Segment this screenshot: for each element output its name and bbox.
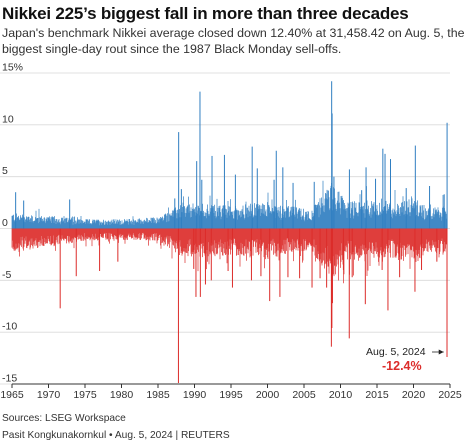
y-tick-label: -10 — [2, 321, 17, 333]
chart-title: Nikkei 225’s biggest fall in more than t… — [2, 4, 409, 23]
annotation: Aug. 5, 2024-12.4% — [366, 346, 444, 373]
credit-line: Pasit Kongkunakornkul • Aug. 5, 2024 | R… — [2, 430, 230, 441]
annotation-value: -12.4% — [382, 359, 422, 373]
x-tick-label: 1965 — [0, 389, 24, 401]
spike-bars — [15, 81, 448, 383]
y-tick-label: 10 — [2, 113, 14, 125]
bars — [11, 180, 448, 284]
subtitle-line-1: Japan's benchmark Nikkei average closed … — [2, 26, 465, 40]
subtitle-line-2: biggest single-day rout since the 1987 B… — [2, 42, 342, 56]
chart-subtitle: Japan's benchmark Nikkei average closed … — [2, 25, 470, 57]
x-tick-label: 1975 — [73, 389, 97, 401]
x-tick-label: 1985 — [146, 389, 170, 401]
x-tick-label: 2010 — [329, 389, 353, 401]
x-tick-label: 2020 — [402, 389, 426, 401]
x-tick-label: 2000 — [256, 389, 280, 401]
y-tick-label: -5 — [2, 269, 11, 281]
x-tick-label: 1995 — [219, 389, 243, 401]
x-tick-label: 2005 — [292, 389, 316, 401]
y-tick-label: 5 — [2, 165, 8, 177]
x-tick-label: 2025 — [438, 389, 462, 401]
y-tick-label: -15 — [2, 373, 17, 385]
y-tick-label: 15% — [2, 62, 23, 74]
x-axis: 1965 1970 1975 1980 1985 1990 1995 2000 2005 2010… — [0, 383, 462, 401]
annotation-date: Aug. 5, 2024 — [366, 346, 426, 358]
y-axis-labels: 15% 10 5 0 -5 -10 -15 — [2, 62, 23, 385]
sources-note: Sources: LSEG Workspace — [2, 413, 126, 424]
x-tick-label: 1980 — [110, 389, 134, 401]
y-tick-label: 0 — [2, 217, 8, 229]
x-tick-label: 1970 — [37, 389, 61, 401]
x-tick-label: 1990 — [183, 389, 207, 401]
x-tick-label: 2015 — [365, 389, 389, 401]
annotation-arrowhead — [438, 349, 444, 355]
